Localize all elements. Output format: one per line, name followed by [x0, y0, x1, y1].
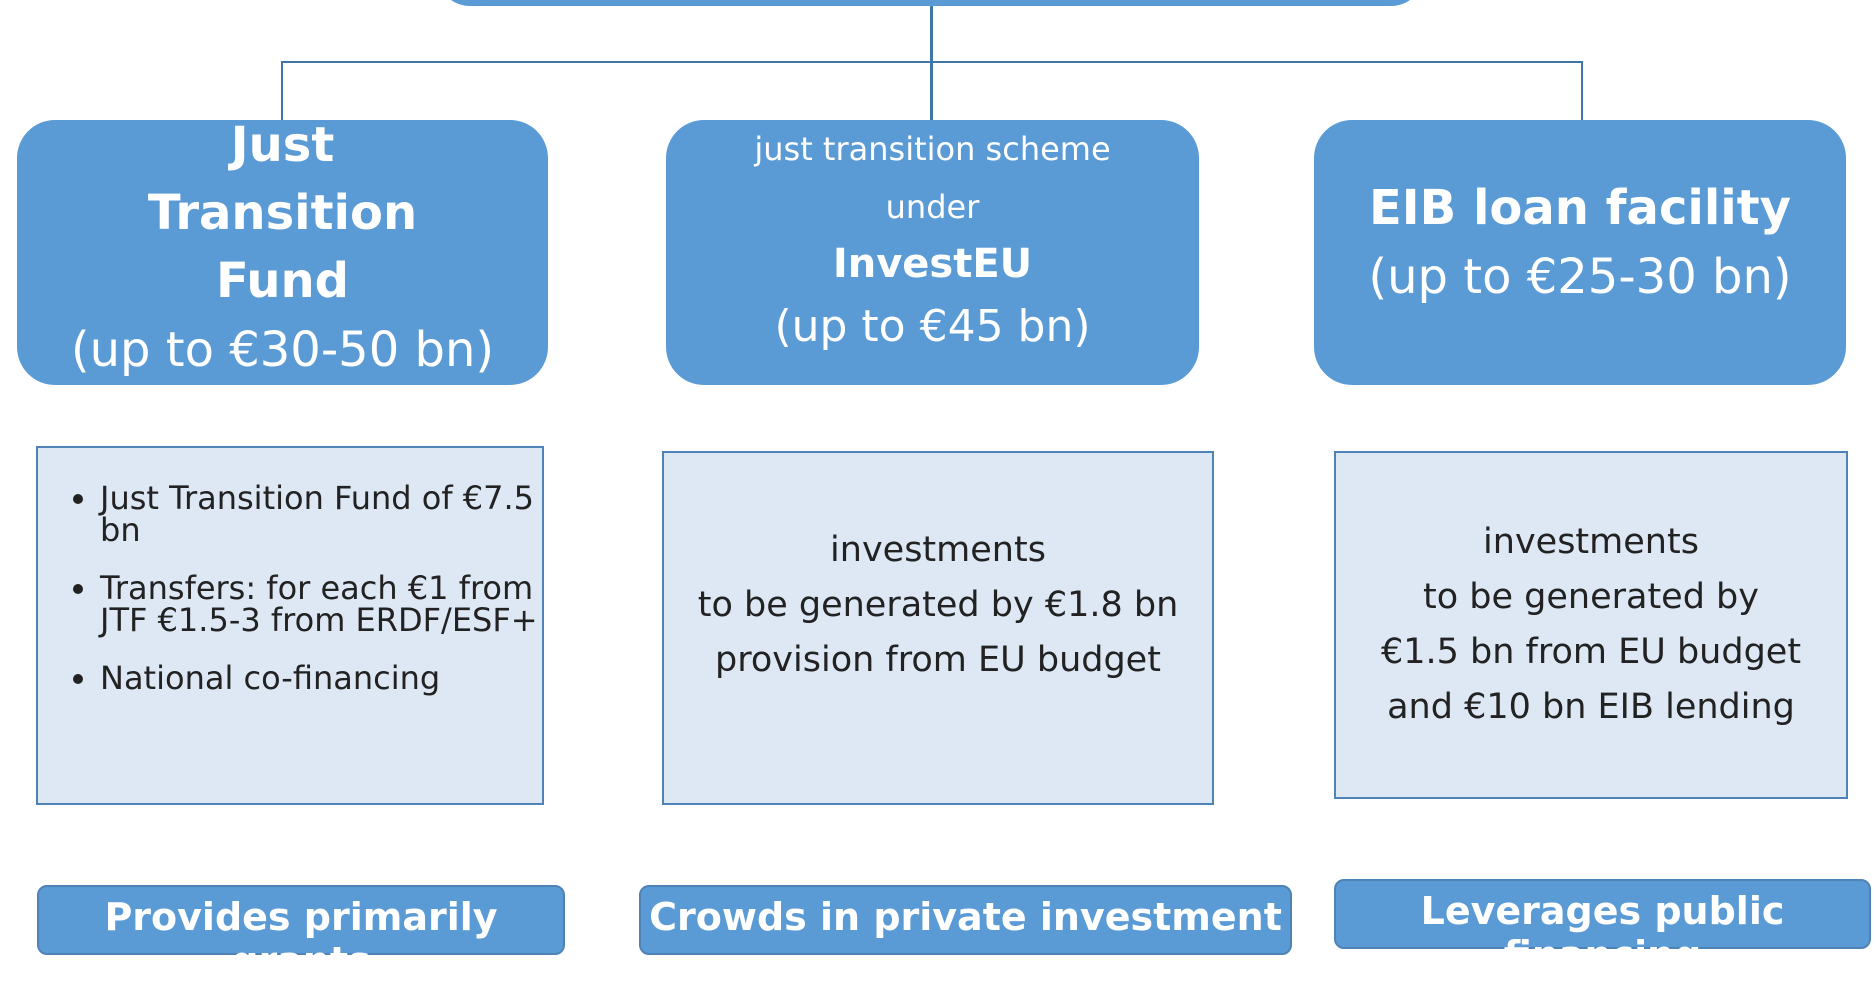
box-title: EIB loan facility [1369, 179, 1791, 236]
bullet: Just Transition Fund of €7.5 bn [100, 482, 542, 546]
role-pill: Leverages public financing [1334, 879, 1871, 977]
detail-line: investments [830, 530, 1046, 570]
bullet: National co-financing [100, 662, 542, 694]
detail-line: to be generated by [1423, 577, 1759, 617]
fund-box: just transition scheme under InvestEU (u… [666, 120, 1199, 385]
detail-line: provision from EU budget [715, 640, 1161, 680]
detail-line: €1.5 bn from EU budget [1380, 632, 1802, 672]
box-amount: (up to €45 bn) [774, 301, 1091, 352]
detail-line: investments [1483, 522, 1699, 562]
role-pill: Crowds in private investment [639, 885, 1292, 955]
box-intro: under [885, 188, 980, 226]
detail-box: Just Transition Fund of €7.5 bn Transfer… [36, 446, 544, 805]
top-box [437, 0, 1424, 6]
box-amount: (up to €30-50 bn) [70, 321, 495, 378]
detail-line: and €10 bn EIB lending [1387, 687, 1795, 727]
box-title: InvestEU [832, 241, 1033, 287]
connector [1581, 61, 1583, 120]
bullet-list: Just Transition Fund of €7.5 bn Transfer… [38, 482, 542, 694]
fund-box: Just Transition Fund (up to €30-50 bn) [17, 117, 548, 385]
box-title: Just Transition Fund [147, 116, 418, 309]
role-pill: Provides primarily grants [37, 885, 565, 983]
box-amount: (up to €25-30 bn) [1368, 248, 1792, 305]
detail-box: investments to be generated by €1.5 bn f… [1334, 451, 1848, 799]
detail-box: investments to be generated by €1.8 bn p… [662, 451, 1214, 805]
detail-line: to be generated by €1.8 bn [697, 585, 1179, 625]
connector [282, 61, 1583, 63]
page: Just Transition Fund (up to €30-50 bn) j… [0, 0, 1876, 941]
fund-box: EIB loan facility (up to €25-30 bn) [1314, 120, 1846, 385]
bullet: Transfers: for each €1 from JTF €1.5-3 f… [100, 572, 542, 636]
connector [930, 6, 933, 120]
box-intro: just transition scheme [754, 130, 1111, 168]
connector [281, 61, 283, 120]
